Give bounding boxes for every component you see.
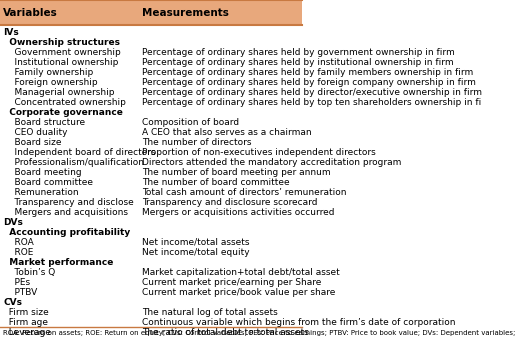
Text: Market capitalization+total debt/total asset: Market capitalization+total debt/total a… — [142, 267, 340, 277]
Text: The number of board committee: The number of board committee — [142, 178, 290, 187]
Text: Mergers or acquisitions activities occurred: Mergers or acquisitions activities occur… — [142, 207, 335, 217]
Text: Foreign ownership: Foreign ownership — [3, 78, 98, 87]
Text: The natural log of total assets: The natural log of total assets — [142, 307, 278, 317]
FancyBboxPatch shape — [0, 0, 302, 25]
Text: Ownership structures: Ownership structures — [3, 38, 120, 47]
Text: Board meeting: Board meeting — [3, 167, 82, 177]
Text: Professionalism/qualification: Professionalism/qualification — [3, 158, 144, 167]
Text: Family ownership: Family ownership — [3, 67, 93, 77]
Text: Transparency and disclose: Transparency and disclose — [3, 198, 134, 207]
Text: CEO duality: CEO duality — [3, 127, 67, 137]
Text: The number of directors: The number of directors — [142, 138, 252, 147]
Text: Measurements: Measurements — [142, 8, 229, 18]
Text: Percentage of ordinary shares held by director/executive ownership in firm: Percentage of ordinary shares held by di… — [142, 87, 482, 97]
Text: PTBV: PTBV — [3, 287, 37, 297]
Text: Current market price/book value per share: Current market price/book value per shar… — [142, 287, 335, 297]
Text: Continuous variable which begins from the firm’s date of corporation: Continuous variable which begins from th… — [142, 318, 456, 327]
Text: Firm age: Firm age — [3, 318, 48, 327]
Text: Concentrated ownership: Concentrated ownership — [3, 98, 126, 107]
Text: Percentage of ordinary shares held by top ten shareholders ownership in fi: Percentage of ordinary shares held by to… — [142, 98, 482, 107]
Text: Independent board of directors: Independent board of directors — [3, 147, 156, 157]
Text: IVs: IVs — [3, 27, 19, 37]
Text: Percentage of ordinary shares held by institutional ownership in firm: Percentage of ordinary shares held by in… — [142, 58, 454, 67]
Text: Remuneration: Remuneration — [3, 187, 79, 197]
Text: Accounting profitability: Accounting profitability — [3, 227, 130, 237]
Text: Board size: Board size — [3, 138, 61, 147]
Text: Managerial ownership: Managerial ownership — [3, 87, 114, 97]
Text: Board structure: Board structure — [3, 118, 85, 127]
Text: Directors attended the mandatory accreditation program: Directors attended the mandatory accredi… — [142, 158, 402, 167]
Text: Government ownership: Government ownership — [3, 47, 121, 57]
Text: Market performance: Market performance — [3, 258, 113, 267]
Text: Leverage: Leverage — [3, 327, 51, 337]
Text: PEs: PEs — [3, 278, 30, 287]
Text: ROE: ROE — [3, 247, 33, 257]
Text: Percentage of ordinary shares held by foreign company ownership in firm: Percentage of ordinary shares held by fo… — [142, 78, 476, 87]
Text: Current market price/earning per Share: Current market price/earning per Share — [142, 278, 321, 287]
Text: The ratio of total debt to total assets: The ratio of total debt to total assets — [142, 327, 309, 337]
Text: Firm size: Firm size — [3, 307, 49, 317]
Text: Percentage of ordinary shares held by family members ownership in firm: Percentage of ordinary shares held by fa… — [142, 67, 473, 77]
Text: Board committee: Board committee — [3, 178, 93, 187]
Text: Percentage of ordinary shares held by government ownership in firm: Percentage of ordinary shares held by go… — [142, 47, 455, 57]
Text: Composition of board: Composition of board — [142, 118, 239, 127]
Text: Variables: Variables — [3, 8, 58, 18]
Text: DVs: DVs — [3, 218, 23, 227]
Text: Total cash amount of directors’ remuneration: Total cash amount of directors’ remunera… — [142, 187, 347, 197]
Text: A CEO that also serves as a chairman: A CEO that also serves as a chairman — [142, 127, 312, 137]
Text: Transparency and disclosure scorecard: Transparency and disclosure scorecard — [142, 198, 318, 207]
Text: Mergers and acquisitions: Mergers and acquisitions — [3, 207, 128, 217]
Text: Tobin’s Q: Tobin’s Q — [3, 267, 55, 277]
Text: ROA: ROA — [3, 238, 34, 247]
Text: Net income/total assets: Net income/total assets — [142, 238, 250, 247]
Text: Net income/total equity: Net income/total equity — [142, 247, 250, 257]
Text: Corporate governance: Corporate governance — [3, 107, 123, 117]
Text: CVs: CVs — [3, 298, 22, 307]
Text: Institutional ownership: Institutional ownership — [3, 58, 118, 67]
Text: The number of board meeting per annum: The number of board meeting per annum — [142, 167, 331, 177]
Text: ROA: Return on assets; ROE: Return on equity; CVs: Control variables; PEs: Price: ROA: Return on assets; ROE: Return on eq… — [3, 330, 515, 336]
Text: Proportion of non-executives independent directors: Proportion of non-executives independent… — [142, 147, 376, 157]
